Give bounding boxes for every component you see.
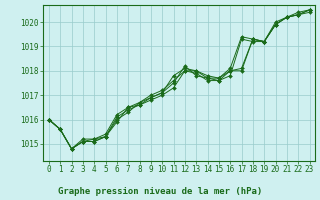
Text: Graphe pression niveau de la mer (hPa): Graphe pression niveau de la mer (hPa) — [58, 187, 262, 196]
